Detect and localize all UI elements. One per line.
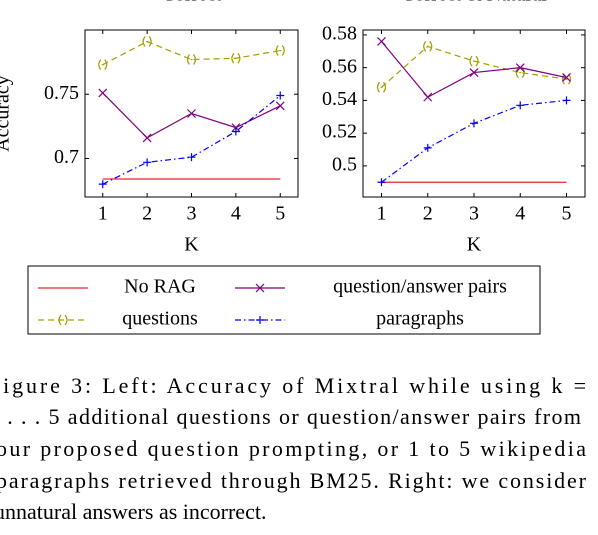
y-tick-label: 0.58 bbox=[322, 23, 357, 45]
x-tick-label: 3 bbox=[469, 203, 479, 225]
y-axis-label: Accuracy bbox=[0, 75, 14, 152]
marker bbox=[98, 88, 108, 98]
marker bbox=[377, 37, 386, 46]
marker bbox=[376, 81, 387, 93]
x-tick-label: 5 bbox=[562, 203, 572, 225]
series-line bbox=[102, 92, 281, 139]
x-tick-label: 2 bbox=[423, 203, 433, 225]
x-tick-label: 4 bbox=[515, 203, 525, 225]
y-tick-label: 0.75 bbox=[44, 82, 79, 104]
marker bbox=[142, 133, 152, 143]
y-tick-label: 0.54 bbox=[322, 88, 357, 110]
x-tick-label: 3 bbox=[187, 203, 197, 225]
x-tick-label: 5 bbox=[275, 203, 285, 225]
caption-line: 1 . . . 5 additional questions or questi… bbox=[0, 404, 581, 429]
series-line bbox=[102, 95, 281, 185]
marker bbox=[187, 109, 196, 118]
marker bbox=[423, 92, 433, 102]
x-axis-label: K bbox=[184, 234, 199, 256]
marker bbox=[470, 119, 478, 128]
legend-label: question/answer pairs bbox=[333, 276, 507, 298]
caption-line: Figure 3: Left: Accuracy of Mixtral whil… bbox=[0, 373, 586, 398]
legend-marker bbox=[255, 283, 265, 293]
marker bbox=[143, 158, 152, 167]
y-tick-label: 0.5 bbox=[332, 153, 357, 175]
legend-label: paragraphs bbox=[376, 308, 464, 330]
legend-label: questions bbox=[122, 308, 198, 330]
caption-line: our proposed question prompting, or 1 to… bbox=[0, 436, 586, 461]
caption-line: paragraphs retrieved through BM25. Right… bbox=[0, 468, 587, 493]
marker bbox=[516, 101, 525, 110]
marker bbox=[423, 40, 433, 52]
marker bbox=[275, 101, 285, 111]
legend-marker bbox=[256, 316, 264, 324]
series-line bbox=[381, 41, 567, 98]
x-tick-label: 1 bbox=[377, 203, 387, 225]
marker bbox=[423, 143, 432, 152]
marker bbox=[231, 52, 241, 64]
marker bbox=[377, 178, 386, 187]
marker bbox=[562, 96, 571, 105]
marker bbox=[186, 54, 197, 65]
marker bbox=[469, 55, 479, 67]
legend-label: No RAG bbox=[124, 276, 196, 298]
legend-marker bbox=[58, 314, 68, 326]
y-tick-label: 0.7 bbox=[54, 146, 79, 168]
x-tick-label: 2 bbox=[142, 203, 152, 225]
marker bbox=[275, 45, 285, 56]
marker bbox=[98, 59, 108, 71]
x-tick-label: 1 bbox=[98, 203, 108, 225]
marker bbox=[515, 63, 525, 73]
caption-line: unnatural answers as incorrect. bbox=[0, 499, 266, 524]
marker bbox=[469, 68, 479, 77]
series-line bbox=[381, 99, 567, 183]
marker bbox=[562, 73, 571, 82]
y-tick-label: 0.56 bbox=[322, 55, 357, 77]
marker bbox=[98, 180, 107, 189]
marker bbox=[187, 153, 196, 162]
chart-title: Correct bbox=[162, 0, 222, 6]
series-line bbox=[102, 40, 281, 66]
marker bbox=[276, 91, 285, 100]
series-line bbox=[381, 45, 567, 88]
x-tick-label: 4 bbox=[231, 203, 241, 225]
chart-title: Correct & Natural bbox=[401, 0, 547, 6]
x-axis-label: K bbox=[467, 234, 482, 256]
y-tick-label: 0.52 bbox=[322, 121, 357, 143]
marker bbox=[142, 36, 152, 47]
marker bbox=[231, 127, 240, 136]
legend-box bbox=[27, 265, 541, 335]
